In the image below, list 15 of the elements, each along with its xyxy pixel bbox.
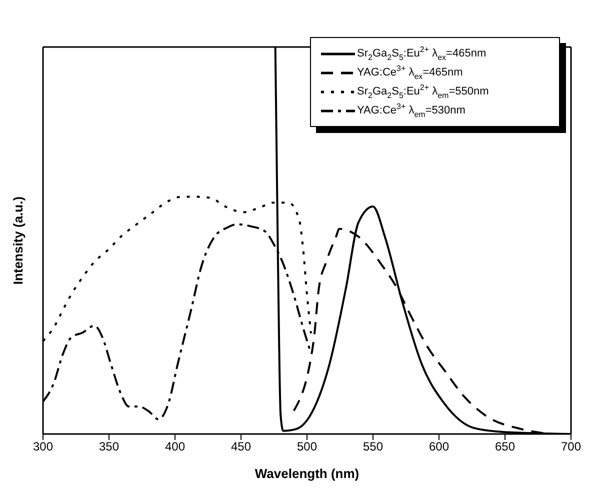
x-tick-label: 700	[560, 440, 582, 454]
legend-label: YAG:Ce$^{3+}$ λ$_{ex}$=465nm	[357, 64, 463, 81]
legend-label: YAG:Ce$^{3+}$ λ$_{em}$=530nm	[357, 102, 466, 119]
y-axis-title: Intensity (a.u.)	[10, 196, 26, 285]
x-tick-label: 550	[362, 440, 384, 454]
text: Sr$_{2}$Ga$_{2}$S$_{5}$:Eu$^{2+}$ λ$_{ex}$=465nm	[357, 45, 486, 62]
text: Sr$_{2}$Ga$_{2}$S$_{5}$:Eu$^{2+}$ λ$_{em}$=550nm	[357, 83, 489, 100]
x-tick-label: 500	[296, 440, 318, 454]
x-tick-label: 600	[428, 440, 450, 454]
x-axis-title: Wavelength (nm)	[254, 466, 360, 481]
x-tick-label: 300	[32, 440, 54, 454]
x-tick-label: 350	[98, 440, 120, 454]
x-tick-label: 450	[230, 440, 252, 454]
x-tick-label: 400	[164, 440, 186, 454]
x-tick-label: 650	[494, 440, 516, 454]
